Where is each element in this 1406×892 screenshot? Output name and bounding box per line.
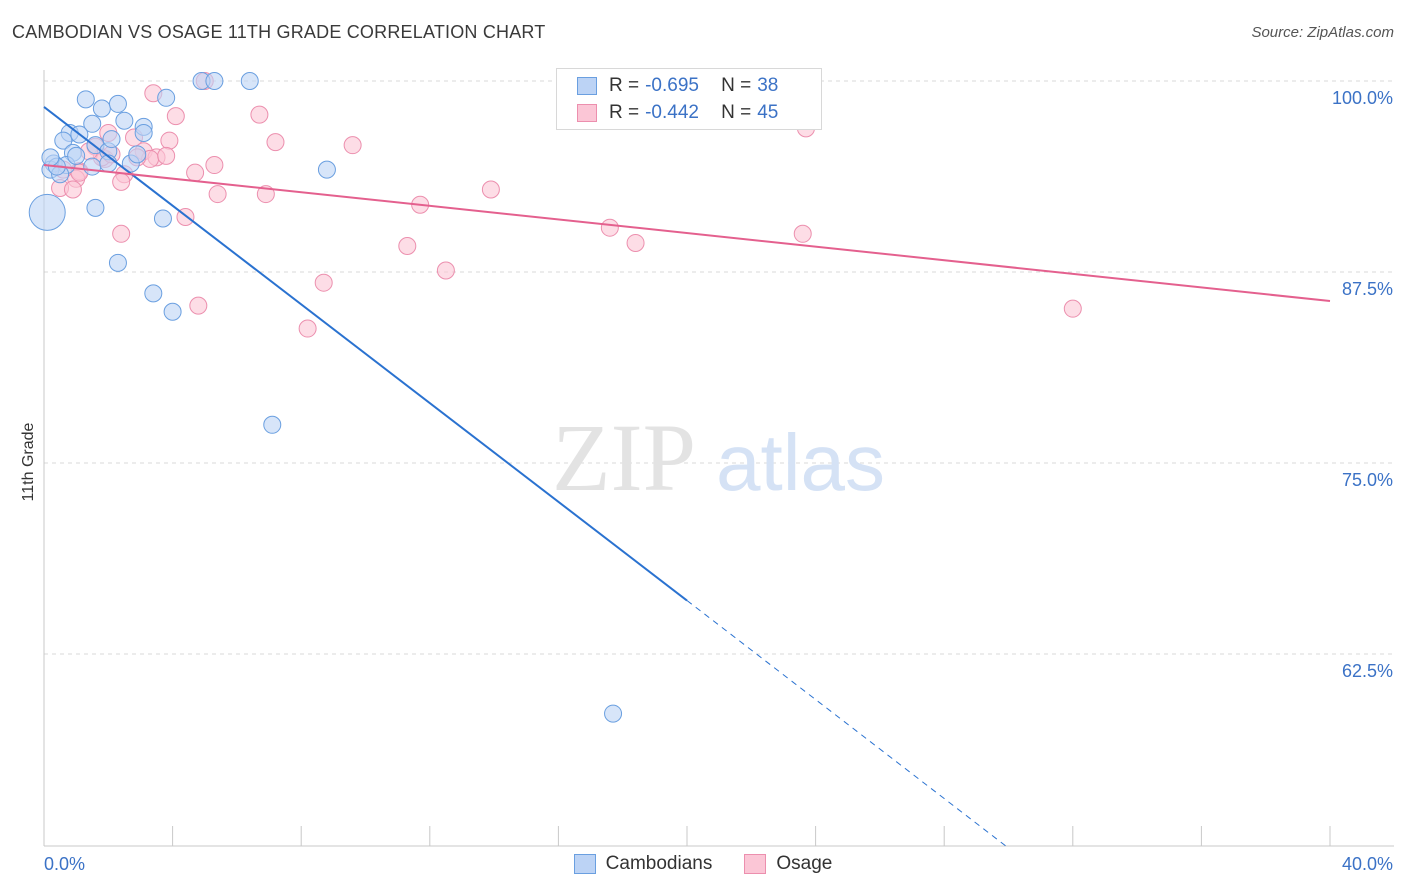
data-point-osage [343, 136, 362, 155]
watermark-zip: ZIP [552, 404, 696, 511]
data-point-osage [208, 185, 227, 204]
osage-swatch [744, 854, 767, 874]
data-point-cambodians [604, 704, 623, 723]
n-label: N = [721, 75, 752, 96]
data-point-cambodians [76, 90, 95, 109]
data-point-cambodians [108, 253, 127, 272]
n-value: 38 [757, 75, 779, 96]
trend-lines [43, 106, 1331, 849]
data-point-cambodians [240, 72, 259, 90]
watermark: ZIP atlas [552, 404, 885, 511]
tick-labels: 100.0% 87.5% 75.0% 62.5% 0.0% 40.0% [44, 88, 1393, 874]
data-point-cambodians [157, 88, 176, 107]
r-label: R = [609, 75, 640, 96]
data-point-cambodians [153, 209, 172, 228]
legend-label-osage: Osage [776, 853, 833, 874]
data-point-cambodians [134, 123, 153, 142]
stats-row-osage: R = -0.442 N = 45 [577, 100, 778, 126]
data-point-cambodians [86, 198, 105, 217]
data-point-osage [481, 180, 500, 199]
stats-legend: R = -0.695 N = 38 R = -0.442 N = 45 [556, 68, 822, 130]
data-point-osage [205, 156, 224, 175]
data-point-osage [160, 131, 179, 150]
data-point-cambodians [41, 148, 60, 167]
data-point-cambodians [163, 302, 182, 321]
data-point-cambodians [28, 193, 66, 231]
data-point-osage [157, 146, 176, 165]
x-tick-label: 40.0% [1342, 854, 1393, 874]
legend-item-cambodians: Cambodians [573, 853, 713, 875]
legend-label-cambodians: Cambodians [605, 853, 713, 874]
data-point-cambodians [317, 160, 336, 179]
data-point-osage [793, 224, 812, 243]
data-point-osage [266, 133, 285, 152]
y-tick-label: 100.0% [1332, 88, 1393, 108]
data-point-cambodians [205, 72, 224, 90]
data-point-cambodians [108, 94, 127, 113]
legend-item-osage: Osage [744, 853, 832, 875]
data-point-cambodians [83, 114, 102, 133]
data-point-osage [250, 105, 269, 124]
data-point-cambodians [92, 99, 111, 118]
data-point-osage [1063, 299, 1082, 318]
grid-lines [44, 80, 1394, 655]
y-tick-label: 87.5% [1342, 279, 1393, 299]
cambodians-swatch [577, 77, 597, 95]
data-point-osage [189, 296, 208, 315]
cambodians-swatch [573, 854, 596, 874]
trend-line-cambodians [43, 106, 688, 602]
data-point-osage [166, 107, 185, 126]
chart-title: CAMBODIAN VS OSAGE 11TH GRADE CORRELATIO… [12, 22, 546, 42]
y-axis-label: 11th Grade [20, 422, 37, 501]
watermark-atlas: atlas [716, 418, 885, 507]
y-tick-label: 75.0% [1342, 470, 1393, 490]
y-tick-label: 62.5% [1342, 661, 1393, 681]
data-point-cambodians [115, 111, 134, 130]
data-point-cambodians [128, 145, 147, 164]
r-value: -0.695 [645, 75, 699, 96]
n-label: N = [721, 102, 752, 123]
x-tick-label: 0.0% [44, 854, 85, 874]
series-legend: Cambodians Osage [0, 851, 1406, 877]
osage-swatch [577, 104, 597, 122]
data-point-osage [298, 319, 317, 338]
data-point-osage [112, 172, 131, 191]
n-value: 45 [757, 102, 779, 123]
data-point-osage [314, 273, 333, 292]
data-point-cambodians [144, 284, 163, 303]
data-point-osage [626, 233, 645, 252]
data-point-osage [600, 218, 619, 237]
stats-row-cambodians: R = -0.695 N = 38 [577, 73, 778, 99]
source-label: Source: ZipAtlas.com [1251, 24, 1394, 41]
data-point-osage [436, 261, 455, 280]
data-point-osage [186, 163, 205, 182]
data-point-osage [398, 237, 417, 256]
data-point-cambodians [102, 130, 121, 149]
data-point-cambodians [83, 157, 102, 176]
data-point-osage [63, 180, 82, 199]
trend-line-cambodians-extension [686, 600, 1009, 849]
r-label: R = [609, 102, 640, 123]
r-value: -0.442 [645, 102, 699, 123]
data-point-cambodians [54, 131, 73, 150]
data-point-cambodians [263, 415, 282, 434]
data-point-cambodians [67, 146, 86, 165]
trend-line-osage [43, 164, 1331, 303]
data-point-osage [112, 224, 131, 243]
